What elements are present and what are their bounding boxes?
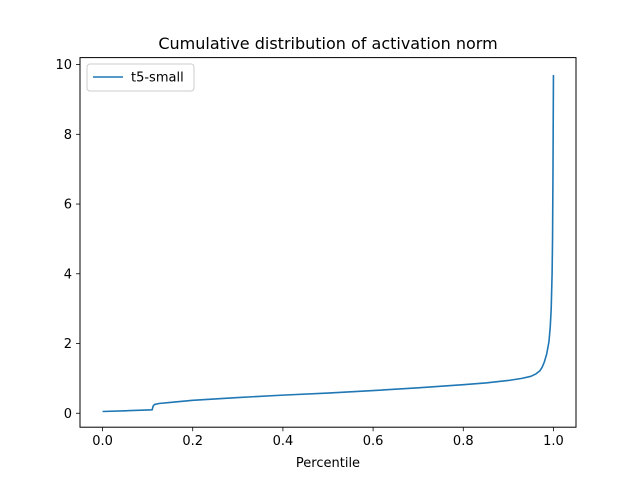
x-axis-label: Percentile [296,456,360,471]
plot-area-frame [79,57,577,428]
legend-label-t5-small: t5-small [131,71,184,86]
x-axis-ticks: 0.0 0.2 0.4 0.6 0.8 1.0 [92,427,564,449]
y-tick-label: 2 [64,337,72,352]
y-tick-label: 6 [64,198,72,213]
y-tick-label: 0 [64,407,72,422]
y-tick-label: 10 [55,58,72,73]
x-tick-label: 1.0 [543,434,564,449]
x-tick-label: 0.2 [182,434,203,449]
y-axis-ticks: 0 2 4 6 8 10 [55,58,80,422]
y-tick-label: 8 [64,128,72,143]
series-line-t5-small [102,75,555,413]
x-tick-label: 0.0 [92,434,113,449]
chart-title: Cumulative distribution of activation no… [158,34,497,53]
x-tick-label: 0.8 [453,434,474,449]
legend: t5-small [86,63,195,92]
series-layer [102,75,555,413]
x-tick-label: 0.6 [363,434,384,449]
x-tick-label: 0.4 [273,434,294,449]
y-tick-label: 4 [64,267,72,282]
legend-box [86,63,195,92]
